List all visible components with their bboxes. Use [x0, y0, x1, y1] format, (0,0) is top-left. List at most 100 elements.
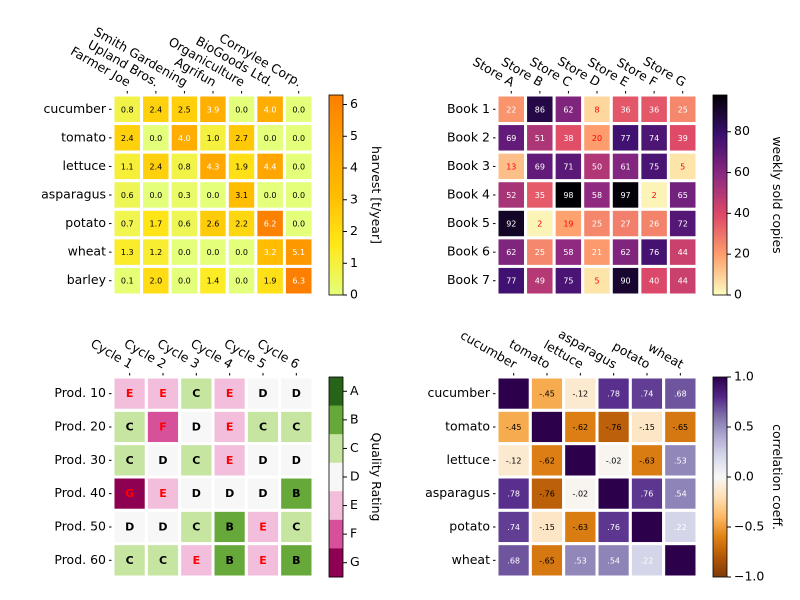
- cell-label: 65: [678, 191, 688, 200]
- row-label: Prod. 50: [54, 519, 106, 534]
- row-label: wheat: [68, 244, 106, 259]
- cell-label: -.65: [673, 423, 689, 432]
- cell-label: 61: [620, 162, 630, 171]
- cell: [197, 236, 229, 268]
- cell-label: 4.0: [264, 105, 277, 114]
- cell-label: 0.3: [178, 191, 191, 200]
- cell-label: 3.2: [264, 248, 277, 257]
- colorbar-tick-label: 0.5: [734, 419, 754, 434]
- colorbar-tick-label: 2: [350, 223, 358, 238]
- cell-label: E: [259, 521, 267, 534]
- cell-label: 5.1: [292, 248, 305, 257]
- cell-label: 1.1: [121, 162, 134, 171]
- cell: [282, 264, 315, 297]
- cell: [495, 475, 532, 512]
- cell-label: .22: [641, 556, 654, 565]
- cell-label: E: [159, 487, 167, 500]
- cell-label: .54: [607, 556, 620, 565]
- cell-label: .74: [641, 390, 654, 399]
- cell-label: -.62: [539, 456, 555, 465]
- row-label: tomato: [61, 129, 106, 144]
- cell: [278, 375, 315, 412]
- cell-label: 4.4: [264, 162, 277, 171]
- cell-label: -.45: [506, 423, 522, 432]
- cell-label: 39: [678, 134, 688, 143]
- cell-label: -.63: [639, 456, 655, 465]
- cell-label: 2: [537, 220, 542, 229]
- cell: [562, 542, 599, 579]
- cell-label: 2.0: [149, 277, 162, 286]
- cell-label: 49: [535, 277, 545, 286]
- colorbar-tick-label: 5: [350, 128, 358, 143]
- cell-label: D: [258, 387, 267, 400]
- cell: [244, 542, 282, 579]
- cell-label: 0.0: [235, 248, 248, 257]
- column-label: wheat: [646, 339, 687, 371]
- cell-label: C: [159, 554, 167, 567]
- colorbar-tick-label: 6: [350, 96, 358, 111]
- cell-label: D: [192, 421, 201, 434]
- cell: [211, 408, 248, 446]
- cell-label: D: [192, 487, 201, 500]
- cell-label: 36: [620, 105, 630, 114]
- colorbar-segment: [329, 462, 343, 492]
- cell-label: C: [192, 521, 200, 534]
- row-label: Book 6: [447, 244, 490, 259]
- colorbar: [329, 95, 343, 295]
- cell-label: 25: [678, 105, 688, 114]
- cell-label: C: [292, 521, 300, 534]
- cell-label: C: [259, 421, 267, 434]
- cell-label: -.45: [539, 390, 555, 399]
- cell-label: 0.0: [292, 220, 305, 229]
- colorbar-tick-label: 1: [350, 255, 358, 270]
- cell-label: .76: [607, 523, 620, 532]
- cell: [552, 122, 585, 154]
- cell-label: 27: [620, 220, 630, 229]
- cell: [278, 475, 315, 512]
- row-label: potato: [65, 215, 106, 230]
- row-label: Book 3: [447, 158, 490, 173]
- cell: [495, 264, 528, 297]
- cell: [581, 236, 613, 268]
- colorbar-tick-label: 0: [350, 287, 358, 302]
- row-label: Book 7: [447, 272, 490, 287]
- cell-label: 6.2: [264, 220, 277, 229]
- cell: [628, 508, 666, 546]
- row-label: Book 4: [447, 187, 490, 202]
- colorbar: [713, 95, 727, 295]
- cell: [211, 475, 248, 512]
- cell: [278, 542, 315, 579]
- cell-label: 5: [680, 162, 685, 171]
- cell-label: -.76: [606, 423, 622, 432]
- cell-label: 51: [535, 134, 545, 143]
- cell-label: -.02: [573, 490, 589, 499]
- cell: [168, 179, 201, 211]
- cell-label: 2.7: [235, 134, 248, 143]
- cell-label: E: [226, 454, 234, 467]
- cell-label: 2.6: [207, 220, 220, 229]
- cell-label: 69: [535, 162, 545, 171]
- row-label: potato: [449, 519, 490, 534]
- row-label: Book 2: [447, 129, 490, 144]
- cell: [662, 542, 699, 579]
- cell-label: 0.1: [121, 277, 134, 286]
- cell-label: 76: [649, 248, 659, 257]
- cell-label: 71: [563, 162, 573, 171]
- cell-label: 4.0: [178, 134, 191, 143]
- cell-label: D: [258, 454, 267, 467]
- cell: [595, 442, 632, 479]
- cell-label: 22: [506, 105, 516, 114]
- cell-label: 1.7: [149, 220, 162, 229]
- colorbar: [713, 377, 727, 577]
- cell: [197, 264, 229, 297]
- cell-label: 2.5: [178, 105, 191, 114]
- cell-label: 98: [563, 191, 573, 200]
- cell-label: D: [292, 387, 301, 400]
- cell-label: 2.4: [121, 134, 134, 143]
- cell-label: 36: [649, 105, 659, 114]
- cell-label: 58: [563, 248, 573, 257]
- cell-label: 75: [563, 277, 573, 286]
- row-label: asparagus: [41, 187, 106, 202]
- colorbar-tick-label: D: [350, 469, 360, 484]
- cell-label: -.15: [639, 423, 655, 432]
